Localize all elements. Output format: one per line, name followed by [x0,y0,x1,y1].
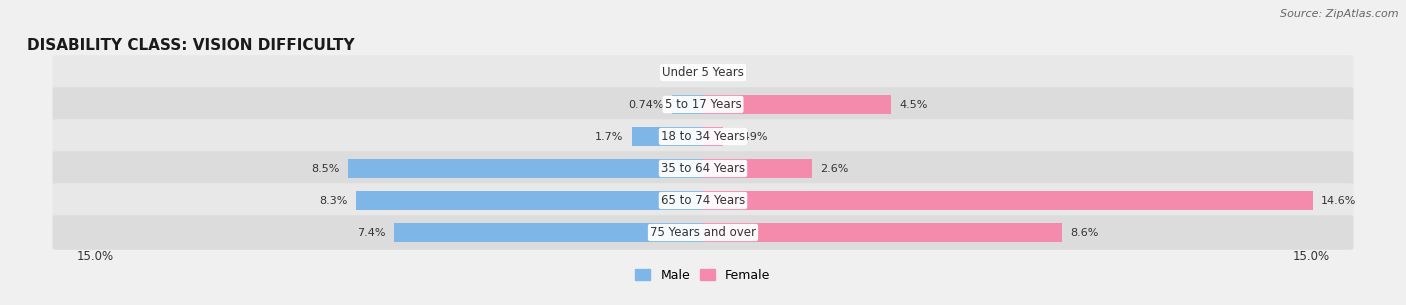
Bar [394,223,703,242]
Text: 15.0%: 15.0% [1292,250,1329,263]
Text: 15.0%: 15.0% [77,250,114,263]
Text: 2.6%: 2.6% [820,163,848,174]
Text: 8.3%: 8.3% [319,196,349,206]
Text: 0.0%: 0.0% [666,67,695,77]
Text: 7.4%: 7.4% [357,228,385,238]
Bar [703,191,1313,210]
FancyBboxPatch shape [52,183,1354,218]
Bar [703,95,891,114]
Text: 65 to 74 Years: 65 to 74 Years [661,194,745,207]
Text: 8.6%: 8.6% [1070,228,1099,238]
Legend: Male, Female: Male, Female [630,264,776,287]
Text: 0.0%: 0.0% [711,67,740,77]
Text: Source: ZipAtlas.com: Source: ZipAtlas.com [1281,9,1399,19]
Bar [703,127,724,146]
Bar [357,191,703,210]
FancyBboxPatch shape [52,119,1354,154]
FancyBboxPatch shape [52,55,1354,90]
Bar [349,159,703,178]
Text: 18 to 34 Years: 18 to 34 Years [661,130,745,143]
Bar [703,223,1062,242]
Text: Under 5 Years: Under 5 Years [662,66,744,79]
Text: 8.5%: 8.5% [311,163,340,174]
Bar [633,127,703,146]
Text: 14.6%: 14.6% [1322,196,1357,206]
Bar [703,159,811,178]
FancyBboxPatch shape [52,151,1354,186]
Text: 5 to 17 Years: 5 to 17 Years [665,98,741,111]
Text: DISABILITY CLASS: VISION DIFFICULTY: DISABILITY CLASS: VISION DIFFICULTY [27,38,354,53]
Bar [672,95,703,114]
Text: 75 Years and over: 75 Years and over [650,226,756,239]
FancyBboxPatch shape [52,87,1354,122]
Text: 35 to 64 Years: 35 to 64 Years [661,162,745,175]
Text: 0.49%: 0.49% [731,131,768,142]
FancyBboxPatch shape [52,215,1354,250]
Text: 0.74%: 0.74% [628,99,664,109]
Text: 4.5%: 4.5% [900,99,928,109]
Text: 1.7%: 1.7% [595,131,624,142]
